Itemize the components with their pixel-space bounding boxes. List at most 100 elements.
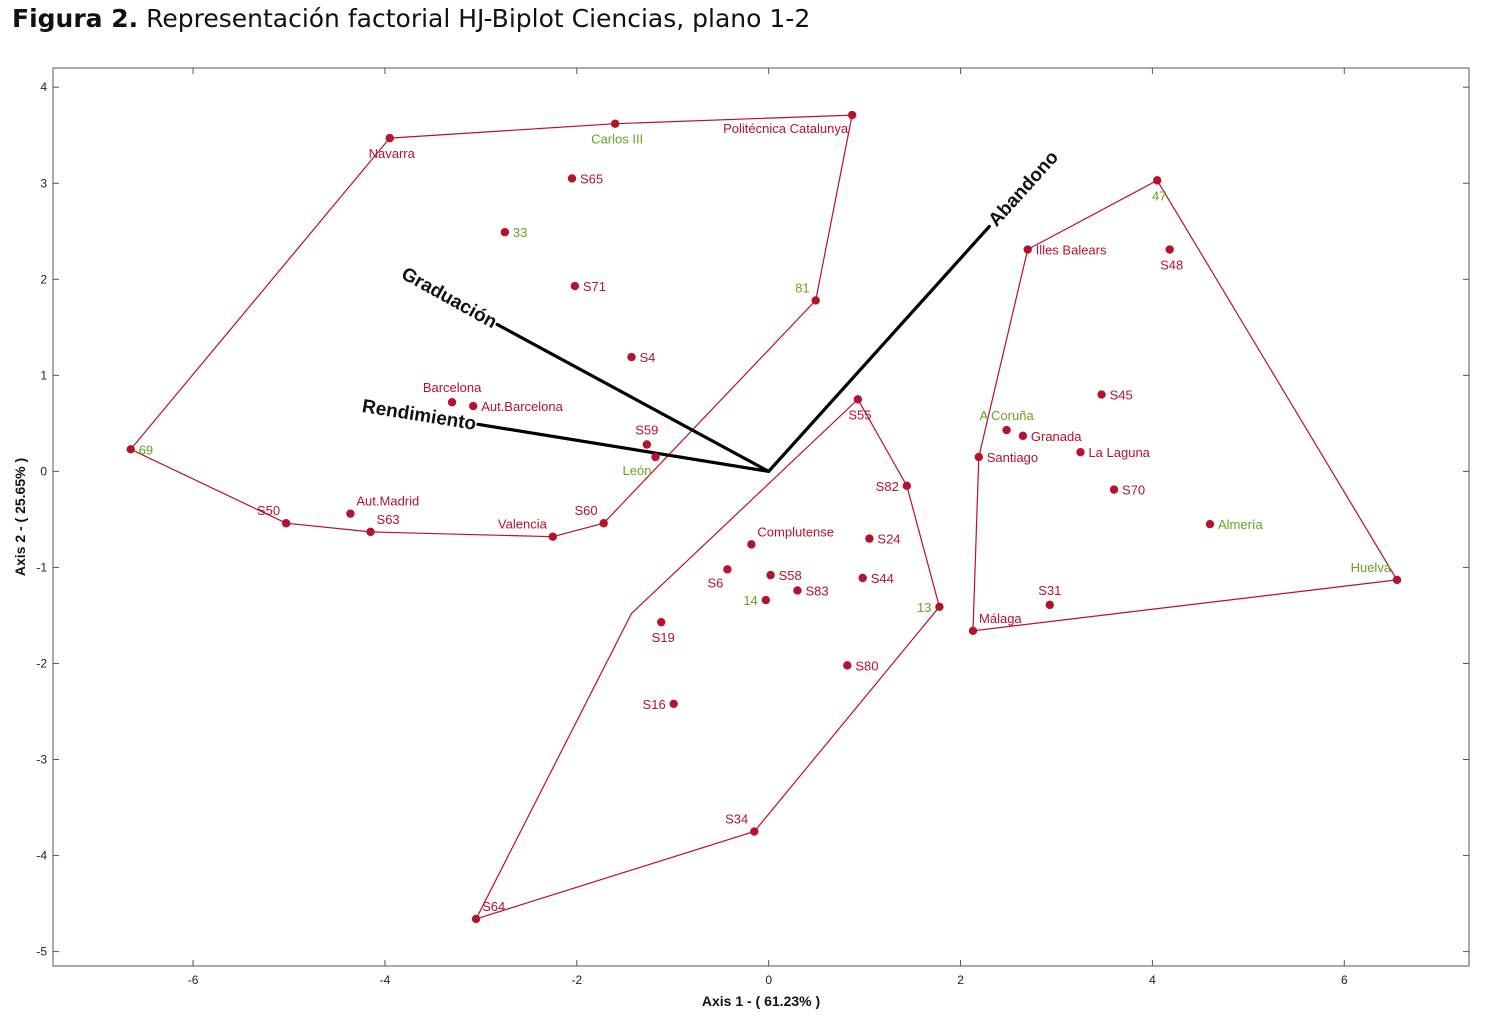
point-label: Carlos III <box>591 132 643 147</box>
data-point <box>847 110 857 120</box>
data-point <box>811 296 820 305</box>
x-tick-label: -2 <box>571 973 582 987</box>
data-point <box>126 445 135 454</box>
x-tick-label: 2 <box>957 973 964 987</box>
point-label: Politécnica Catalunya <box>723 121 849 136</box>
y-tick-label: 1 <box>40 368 47 382</box>
point-label: S44 <box>871 571 894 586</box>
point-label: León <box>623 463 652 478</box>
cluster-hull <box>972 179 1398 632</box>
point-label: S24 <box>877 532 900 547</box>
x-axis-title: Axis 1 - ( 61.23% ) <box>702 993 820 1009</box>
data-point <box>627 352 636 362</box>
data-point <box>853 395 863 404</box>
point-label: S58 <box>779 568 802 583</box>
data-point <box>1109 485 1119 494</box>
data-point <box>843 661 852 670</box>
point-label: 47 <box>1152 188 1166 203</box>
data-point <box>1018 431 1028 441</box>
vector-label: Graduación <box>398 264 501 334</box>
data-point <box>1153 176 1162 185</box>
y-tick-label: -4 <box>36 849 47 863</box>
data-point <box>471 914 481 924</box>
data-point <box>447 398 457 407</box>
y-tick-label: -3 <box>36 753 47 767</box>
point-label: Málaga <box>979 611 1022 626</box>
x-tick-label: 0 <box>765 973 772 987</box>
y-tick-label: -5 <box>36 945 47 959</box>
data-point <box>385 133 394 143</box>
point-label: 69 <box>139 442 153 457</box>
figure-number: Figura 2. <box>12 4 139 33</box>
point-label: S82 <box>876 479 899 494</box>
vector-layer: Graduación Rendimiento Abandono <box>361 147 1063 473</box>
point-label: 13 <box>917 600 931 615</box>
point-label: S64 <box>482 899 505 914</box>
point-label: Santiago <box>987 450 1038 465</box>
data-point <box>657 617 666 627</box>
data-point <box>858 573 867 583</box>
point-label: S83 <box>805 583 828 598</box>
data-point <box>570 281 580 291</box>
data-point <box>642 440 652 449</box>
point-label: A Coruña <box>979 408 1034 423</box>
data-point <box>281 519 291 528</box>
data-point <box>723 565 732 574</box>
variable-vector <box>495 322 771 473</box>
point-label: 14 <box>743 593 757 608</box>
x-tick-label: 6 <box>1341 973 1348 987</box>
data-point <box>1165 245 1174 254</box>
data-point <box>651 452 660 462</box>
y-axis-title: Axis 2 - ( 25.65% ) <box>12 458 28 576</box>
y-tick-label: 4 <box>40 80 47 94</box>
data-point <box>750 827 759 836</box>
y-tick-label: -1 <box>36 560 47 574</box>
y-tick-label: 2 <box>40 272 47 286</box>
point-label: 81 <box>795 280 809 295</box>
data-point <box>669 699 678 709</box>
figure-title: Representación factorial HJ-Biplot Cienc… <box>146 4 811 33</box>
point-label: Barcelona <box>423 380 482 395</box>
point-label: Almería <box>1218 517 1264 532</box>
point-label: Aut.Madrid <box>356 494 419 509</box>
point-label: S16 <box>643 697 666 712</box>
figure-caption: Figura 2. Representación factorial HJ-Bi… <box>12 4 810 33</box>
data-point <box>865 534 874 543</box>
point-label: S71 <box>583 279 606 294</box>
data-point <box>1392 575 1402 585</box>
y-tick-label: -2 <box>36 656 47 670</box>
data-point <box>346 509 355 518</box>
data-point <box>500 228 510 237</box>
data-point <box>793 586 802 595</box>
data-point <box>902 481 912 490</box>
hull-layer <box>129 114 1398 920</box>
point-label: Huelva <box>1351 560 1392 575</box>
point-label: S31 <box>1038 583 1061 598</box>
point-label: S48 <box>1160 258 1183 273</box>
point-label: Illes Balears <box>1036 243 1107 258</box>
data-point <box>1076 447 1085 457</box>
data-point <box>761 595 770 605</box>
data-point <box>610 119 620 128</box>
data-point <box>567 174 577 183</box>
data-point <box>468 401 478 411</box>
point-label: S6 <box>708 575 724 590</box>
point-label: Granada <box>1031 429 1082 444</box>
cluster-hull <box>129 114 853 538</box>
x-tick-label: -6 <box>188 973 199 987</box>
point-label: La Laguna <box>1088 445 1150 460</box>
x-tick-label: 4 <box>1149 973 1156 987</box>
data-point <box>766 570 775 580</box>
data-point <box>1002 425 1011 435</box>
point-label: S70 <box>1122 483 1145 498</box>
data-point <box>974 452 983 462</box>
point-layer: Navarra Carlos III Politécnica Catalunya S6… <box>126 110 1402 924</box>
data-point <box>599 519 608 528</box>
point-label: Navarra <box>369 146 416 161</box>
data-point <box>1205 520 1215 529</box>
data-point <box>366 527 375 537</box>
point-label: Aut.Barcelona <box>481 399 563 414</box>
point-label: S45 <box>1110 388 1133 403</box>
point-label: S80 <box>855 658 878 673</box>
point-label: Valencia <box>498 517 548 532</box>
